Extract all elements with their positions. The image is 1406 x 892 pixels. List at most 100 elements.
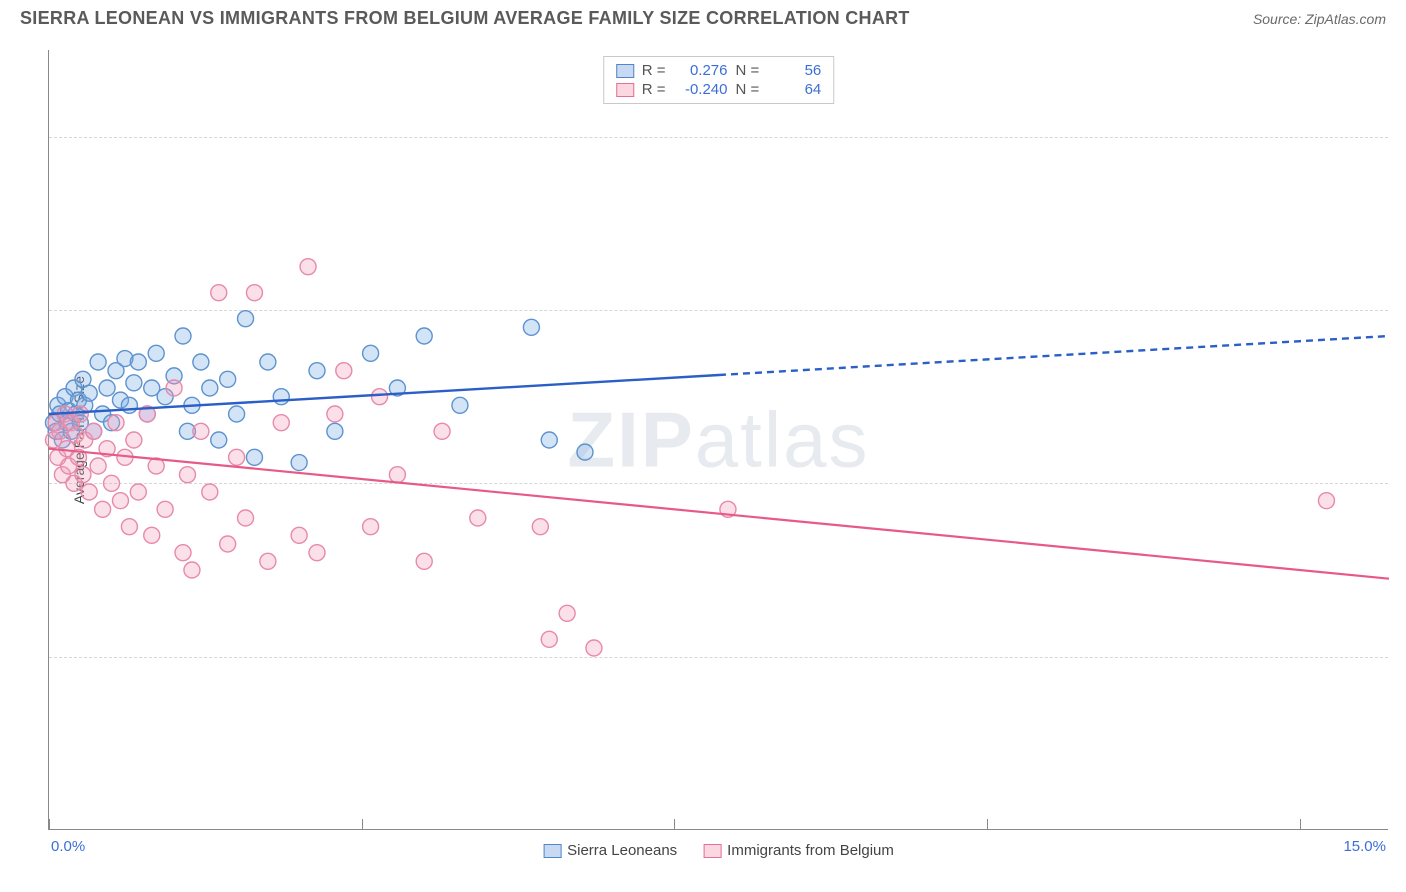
chart-header: SIERRA LEONEAN VS IMMIGRANTS FROM BELGIU… <box>0 0 1406 33</box>
scatter-point <box>452 397 468 413</box>
trend-line-dashed <box>719 336 1389 375</box>
chart-title: SIERRA LEONEAN VS IMMIGRANTS FROM BELGIU… <box>20 8 910 29</box>
scatter-point <box>72 406 88 422</box>
scatter-point <box>1318 493 1334 509</box>
y-tick-label: 4.00 <box>1394 302 1406 319</box>
scatter-point <box>220 536 236 552</box>
scatter-point <box>336 363 352 379</box>
scatter-point <box>291 527 307 543</box>
scatter-point <box>309 545 325 561</box>
y-tick-label: 5.00 <box>1394 128 1406 145</box>
scatter-point <box>363 345 379 361</box>
scatter-point <box>108 415 124 431</box>
scatter-point <box>202 380 218 396</box>
n-value-2: 64 <box>767 81 821 98</box>
legend-item-1: Sierra Leoneans <box>543 842 677 859</box>
r-label: R = <box>642 81 666 98</box>
scatter-point <box>586 640 602 656</box>
chart-plot-area: Average Family Size 2.003.004.005.00 ZIP… <box>48 50 1388 830</box>
scatter-point <box>470 510 486 526</box>
scatter-point <box>211 432 227 448</box>
source-prefix: Source: <box>1253 11 1305 27</box>
scatter-point <box>193 354 209 370</box>
swatch-icon <box>616 83 634 97</box>
scatter-point <box>220 371 236 387</box>
scatter-point <box>372 389 388 405</box>
scatter-point <box>577 444 593 460</box>
scatter-point <box>81 385 97 401</box>
scatter-point <box>363 519 379 535</box>
scatter-point <box>90 458 106 474</box>
scatter-point <box>238 510 254 526</box>
scatter-point <box>559 605 575 621</box>
scatter-point <box>309 363 325 379</box>
scatter-point <box>130 354 146 370</box>
scatter-point <box>273 389 289 405</box>
y-tick-label: 2.00 <box>1394 648 1406 665</box>
scatter-point <box>179 467 195 483</box>
scatter-point <box>193 423 209 439</box>
scatter-point <box>246 449 262 465</box>
scatter-point <box>238 311 254 327</box>
scatter-point <box>327 406 343 422</box>
n-label: N = <box>736 81 760 98</box>
scatter-point <box>90 354 106 370</box>
scatter-point <box>184 562 200 578</box>
scatter-point <box>126 432 142 448</box>
scatter-point <box>75 467 91 483</box>
scatter-point <box>273 415 289 431</box>
scatter-point <box>416 328 432 344</box>
r-label: R = <box>642 62 666 79</box>
scatter-point <box>104 475 120 491</box>
scatter-point <box>229 449 245 465</box>
scatter-point <box>389 467 405 483</box>
n-label: N = <box>736 62 760 79</box>
scatter-point <box>95 501 111 517</box>
scatter-point <box>229 406 245 422</box>
scatter-point <box>541 432 557 448</box>
scatter-point <box>523 319 539 335</box>
scatter-svg <box>49 50 1388 829</box>
scatter-point <box>121 397 137 413</box>
chart-source: Source: ZipAtlas.com <box>1253 11 1386 27</box>
scatter-point <box>86 423 102 439</box>
scatter-point <box>99 380 115 396</box>
scatter-point <box>144 527 160 543</box>
scatter-point <box>121 519 137 535</box>
stats-row-series2: R = -0.240 N = 64 <box>616 80 822 99</box>
scatter-point <box>81 484 97 500</box>
legend-label-2: Immigrants from Belgium <box>727 842 894 859</box>
scatter-point <box>166 380 182 396</box>
scatter-point <box>202 484 218 500</box>
scatter-point <box>541 631 557 647</box>
scatter-point <box>246 285 262 301</box>
swatch-icon <box>703 844 721 858</box>
stats-legend-box: R = 0.276 N = 56 R = -0.240 N = 64 <box>603 56 835 104</box>
scatter-point <box>416 553 432 569</box>
scatter-point <box>112 493 128 509</box>
scatter-point <box>148 345 164 361</box>
scatter-point <box>130 484 146 500</box>
scatter-point <box>126 375 142 391</box>
stats-row-series1: R = 0.276 N = 56 <box>616 61 822 80</box>
scatter-point <box>327 423 343 439</box>
x-axis-max-label: 15.0% <box>1343 838 1386 855</box>
scatter-point <box>260 553 276 569</box>
scatter-point <box>532 519 548 535</box>
legend-label-1: Sierra Leoneans <box>567 842 677 859</box>
scatter-point <box>291 455 307 471</box>
r-value-1: 0.276 <box>674 62 728 79</box>
bottom-legend: Sierra Leoneans Immigrants from Belgium <box>543 842 894 859</box>
y-tick-label: 3.00 <box>1394 475 1406 492</box>
legend-item-2: Immigrants from Belgium <box>703 842 894 859</box>
scatter-point <box>300 259 316 275</box>
scatter-point <box>434 423 450 439</box>
swatch-icon <box>616 64 634 78</box>
scatter-point <box>175 328 191 344</box>
source-name: ZipAtlas.com <box>1305 11 1386 27</box>
scatter-point <box>175 545 191 561</box>
n-value-1: 56 <box>767 62 821 79</box>
x-axis-min-label: 0.0% <box>51 838 85 855</box>
scatter-point <box>157 501 173 517</box>
r-value-2: -0.240 <box>674 81 728 98</box>
